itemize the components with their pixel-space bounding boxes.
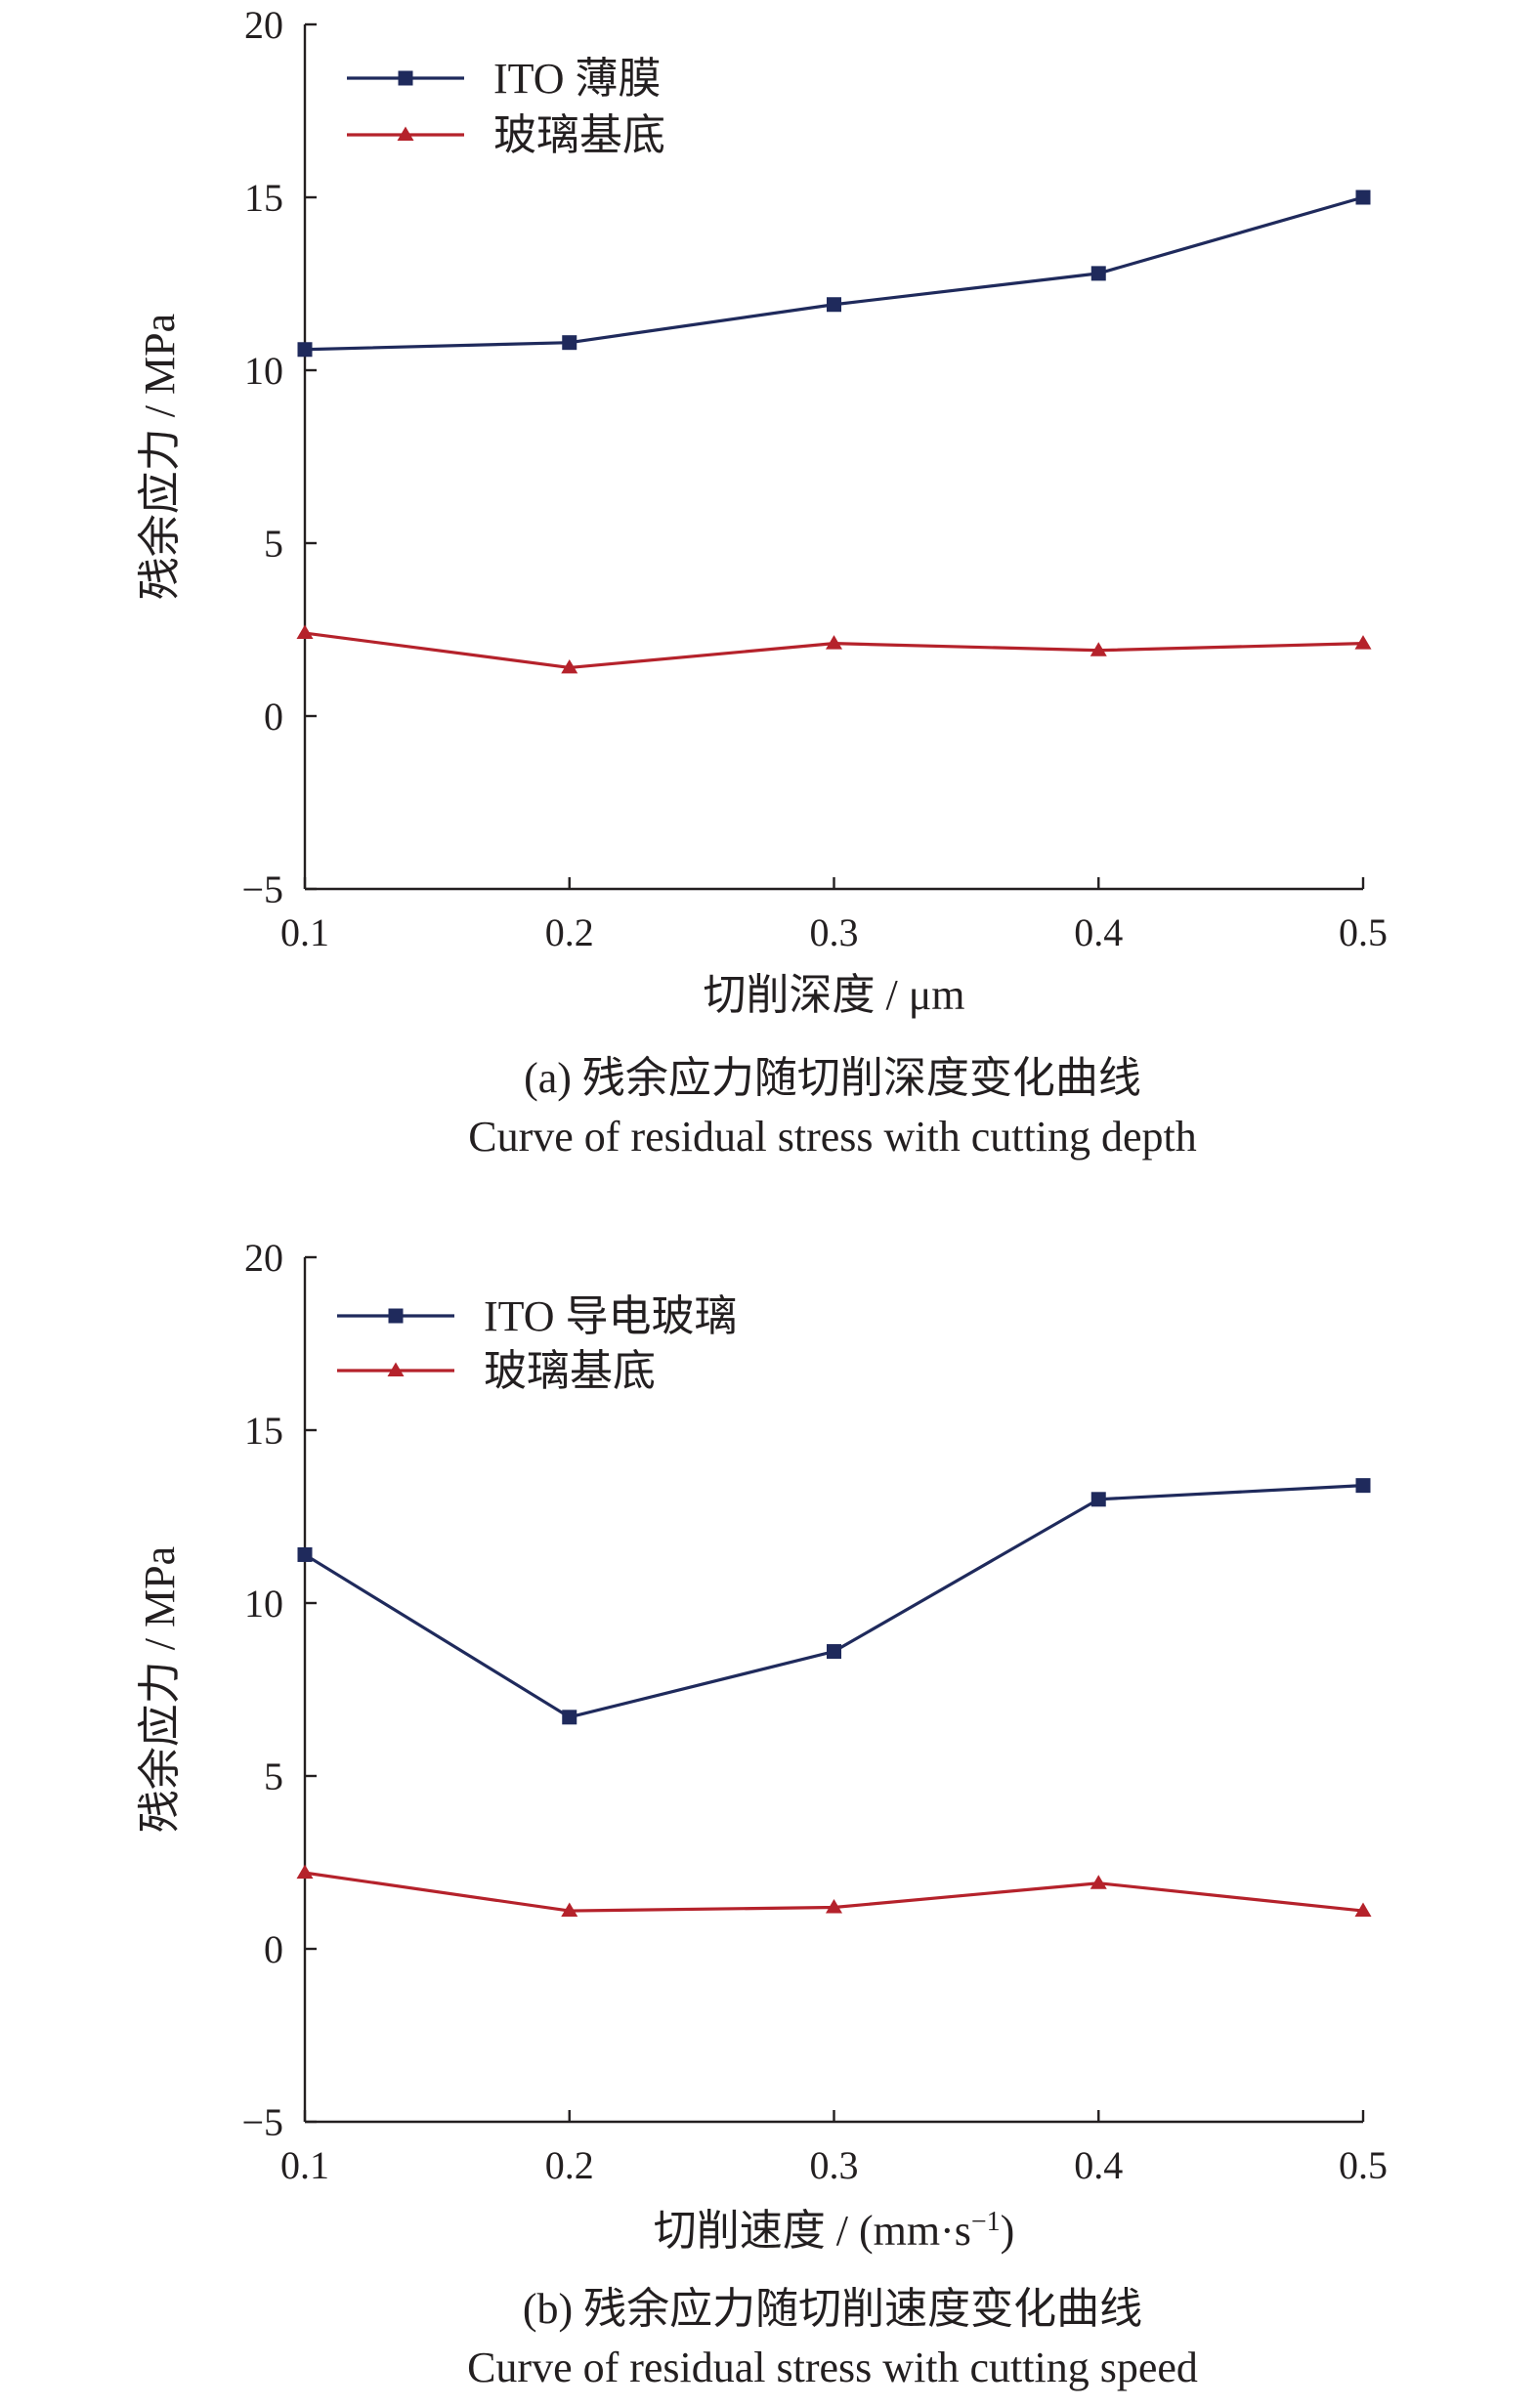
data-point-square xyxy=(562,335,577,351)
caption-cn: (b) 残余应力随切削速度变化曲线 xyxy=(523,2285,1142,2333)
data-point-square xyxy=(1355,1478,1371,1494)
legend-marker-triangle xyxy=(397,126,414,141)
x-tick-label: 0.5 xyxy=(1339,2143,1388,2187)
legend-label-1: ITO 薄膜 xyxy=(493,55,662,103)
data-point-triangle xyxy=(826,635,842,650)
data-point-square xyxy=(1090,1492,1106,1507)
data-point-triangle xyxy=(1090,1875,1107,1889)
x-tick-label: 0.5 xyxy=(1339,910,1388,954)
data-point-triangle xyxy=(1354,635,1372,650)
y-tick-label: 5 xyxy=(264,522,283,566)
data-point-square xyxy=(562,1710,577,1725)
data-point-square xyxy=(297,1546,313,1562)
y-tick-label: 0 xyxy=(264,1927,283,1971)
data-point-square xyxy=(827,297,841,313)
y-tick-label: −5 xyxy=(241,867,283,911)
y-tick-label: 20 xyxy=(244,1236,283,1280)
legend-marker-square xyxy=(398,70,413,86)
y-tick-label: 15 xyxy=(244,176,283,220)
legend-label-2: 玻璃基底 xyxy=(484,1347,656,1395)
x-axis-title: 切削速度 / (mm·s−1) xyxy=(654,2207,1015,2256)
x-tick-label: 0.4 xyxy=(1074,2143,1123,2187)
caption-en: Curve of residual stress with cutting de… xyxy=(468,1113,1196,1161)
x-tick-label: 0.1 xyxy=(280,910,329,954)
y-tick-label: 10 xyxy=(244,1582,283,1626)
x-tick-label: 0.3 xyxy=(810,910,859,954)
data-point-square xyxy=(1090,266,1106,281)
y-tick-label: 5 xyxy=(264,1754,283,1798)
data-point-triangle xyxy=(296,624,314,639)
data-point-square xyxy=(827,1644,841,1660)
y-tick-label: 10 xyxy=(244,349,283,393)
x-tick-label: 0.1 xyxy=(280,2143,329,2187)
y-tick-label: 0 xyxy=(264,695,283,739)
x-axis-title-superscript: −1 xyxy=(971,2207,1001,2237)
x-tick-label: 0.3 xyxy=(810,2143,859,2187)
data-point-triangle xyxy=(1090,642,1107,656)
y-axis-title: 残余应力 / MPa xyxy=(136,314,184,600)
data-point-square xyxy=(1355,190,1371,205)
x-tick-label: 0.4 xyxy=(1074,910,1123,954)
data-point-triangle xyxy=(1354,1902,1372,1918)
data-point-triangle xyxy=(561,1902,578,1918)
data-point-square xyxy=(297,342,313,358)
legend-label-1: ITO 导电玻璃 xyxy=(484,1292,738,1340)
caption-en: Curve of residual stress with cutting sp… xyxy=(467,2344,1198,2391)
x-tick-label: 0.2 xyxy=(545,910,594,954)
y-tick-label: 15 xyxy=(244,1409,283,1453)
data-point-triangle xyxy=(561,658,578,674)
data-point-triangle xyxy=(826,1899,842,1914)
chart-a: −5 0 5 10 15 20 0.1 0.2 0.3 0.4 0.5 切削深度 / μm 残余应力 /… xyxy=(136,3,1388,1161)
legend-marker-triangle xyxy=(387,1362,405,1376)
series-line-1 xyxy=(304,1484,1364,1719)
legend-label-2: 玻璃基底 xyxy=(493,111,665,159)
data-point-triangle xyxy=(296,1864,314,1880)
x-tick-label: 0.2 xyxy=(545,2143,594,2187)
x-axis-title: 切削深度 / μm xyxy=(703,971,964,1019)
legend-marker-square xyxy=(388,1308,404,1324)
y-axis-title: 残余应力 / MPa xyxy=(136,1546,184,1833)
y-tick-label: 20 xyxy=(244,3,283,47)
caption-cn: (a) 残余应力随切削深度变化曲线 xyxy=(524,1054,1141,1102)
y-tick-label: −5 xyxy=(241,2100,283,2144)
x-axis-title-end: ) xyxy=(1001,2207,1015,2255)
series-line-1 xyxy=(304,195,1364,352)
chart-b: −5 0 5 10 15 20 0.1 0.2 0.3 0.4 0.5 切削速度 / (mm·s−1)… xyxy=(136,1236,1388,2391)
